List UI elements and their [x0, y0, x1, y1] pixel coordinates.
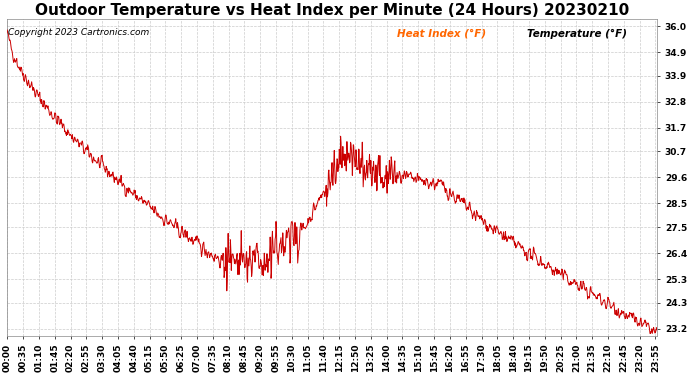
Title: Outdoor Temperature vs Heat Index per Minute (24 Hours) 20230210: Outdoor Temperature vs Heat Index per Mi… [35, 3, 629, 18]
Text: Temperature (°F): Temperature (°F) [527, 28, 627, 39]
Text: Heat Index (°F): Heat Index (°F) [397, 28, 486, 39]
Text: Copyright 2023 Cartronics.com: Copyright 2023 Cartronics.com [8, 28, 149, 38]
